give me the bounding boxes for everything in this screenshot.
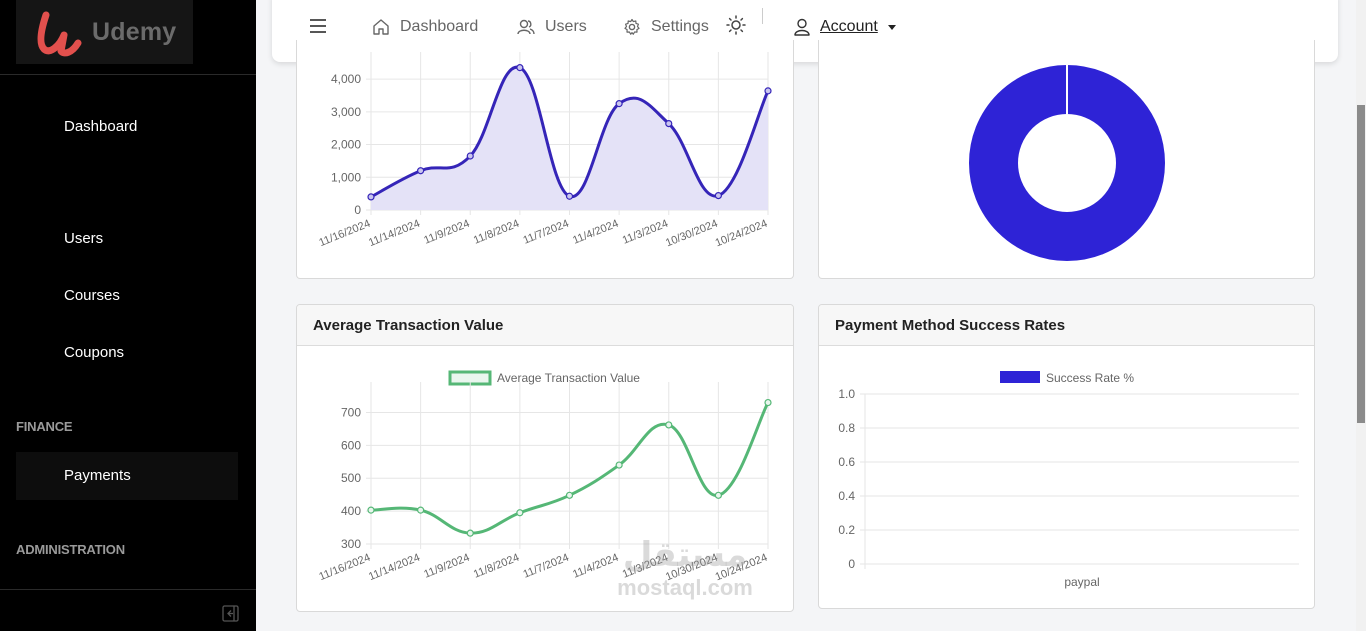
page-scrollbar-thumb[interactable]	[1357, 105, 1365, 423]
data-point	[466, 152, 474, 160]
sidebar-divider-bottom	[0, 589, 256, 590]
data-point	[665, 421, 673, 429]
data-point	[367, 506, 375, 514]
sidebar-item-dashboard[interactable]: Dashboard	[64, 118, 138, 135]
legend-label: Average Transaction Value	[497, 371, 640, 385]
watermark: مستقل mostaql.com	[600, 535, 770, 601]
y-tick-label: 500	[341, 471, 361, 485]
payment-success-chart: Success Rate % 0 0.2 0.4 0.6 0.8 1.0 paypal	[838, 371, 1299, 589]
data-point	[367, 193, 375, 201]
account-label: Account	[820, 18, 878, 35]
topnav-dashboard-label: Dashboard	[400, 18, 479, 35]
x-tick-label: 11/14/2024	[367, 218, 422, 249]
sidebar-section-finance: FINANCE	[16, 419, 73, 434]
sidebar: Udemy Dashboard Users Courses Coupons FI…	[0, 0, 256, 631]
watermark-arabic: مستقل	[622, 536, 748, 574]
x-tick-label: paypal	[1064, 575, 1099, 589]
gear-icon	[624, 18, 640, 35]
y-tick-label: 600	[341, 438, 361, 452]
topnav-divider	[762, 8, 763, 24]
x-tick-label: 11/9/2024	[422, 218, 471, 247]
data-point	[665, 119, 673, 128]
users-icon	[517, 19, 535, 35]
udemy-logo-icon	[37, 11, 82, 57]
y-tick-label: 4,000	[331, 72, 361, 86]
topnav-settings[interactable]: Settings	[623, 16, 709, 38]
y-tick-label: 1.0	[838, 387, 855, 401]
y-tick-label: 2,000	[331, 138, 361, 152]
donut-card	[818, 40, 1315, 279]
legend-swatch	[1000, 371, 1040, 383]
data-point	[466, 529, 474, 537]
data-point	[516, 64, 524, 72]
y-tick-label: 0.8	[838, 421, 855, 435]
brand-logo[interactable]: Udemy	[16, 0, 193, 64]
y-tick-label: 0	[354, 203, 361, 217]
x-tick-label: 11/3/2024	[621, 218, 670, 247]
data-point	[565, 491, 574, 499]
data-point	[516, 509, 524, 517]
data-point	[764, 398, 772, 407]
y-tick-label: 400	[341, 504, 361, 518]
y-tick-label: 0.4	[838, 489, 855, 503]
hamburger-menu-icon[interactable]	[310, 19, 326, 33]
sun-icon[interactable]	[726, 15, 746, 35]
topnav-settings-label: Settings	[651, 18, 709, 35]
transactions-area-card: 0 1,000 2,000 3,000 4,000 11/16/2024 11/14/202…	[296, 40, 794, 279]
sidebar-collapse-icon[interactable]	[222, 605, 239, 622]
donut-chart	[969, 65, 1165, 261]
x-tick-label: 10/24/2024	[714, 218, 770, 250]
y-tick-label: 0.6	[838, 455, 855, 469]
sidebar-item-courses[interactable]: Courses	[64, 287, 120, 304]
data-point	[565, 192, 574, 200]
legend-label: Success Rate %	[1046, 371, 1134, 385]
data-point	[714, 491, 722, 499]
sidebar-item-coupons[interactable]: Coupons	[64, 344, 125, 361]
sidebar-item-users[interactable]: Users	[64, 230, 104, 247]
sidebar-active-highlight	[16, 452, 238, 500]
area-fill	[371, 67, 768, 210]
sidebar-section-administration: ADMINISTRATION	[16, 542, 125, 557]
y-tick-label: 1,000	[331, 170, 361, 184]
topnav-users-label: Users	[545, 18, 587, 35]
data-point	[615, 461, 623, 469]
caret-down-icon	[887, 24, 896, 30]
transactions-area-chart: 0 1,000 2,000 3,000 4,000 11/16/202411/14/202…	[317, 52, 772, 250]
data-point	[417, 167, 425, 175]
data-point	[615, 100, 623, 108]
x-tick-label: 10/30/2024	[664, 218, 720, 250]
topnav-dashboard[interactable]: Dashboard	[372, 16, 478, 38]
x-tick-label: 11/16/2024	[317, 218, 372, 249]
avg-transaction-chart: Average Transaction Value 300 400 500 600 700…	[317, 370, 772, 583]
y-tick-label: 3,000	[331, 105, 361, 119]
avg-transaction-card: Average Transaction Value Average Transa…	[296, 304, 794, 612]
y-tick-label: 700	[341, 405, 361, 419]
user-icon	[794, 18, 810, 36]
x-tick-label: 11/8/2024	[472, 552, 521, 581]
y-tick-label: 0.2	[838, 523, 855, 537]
watermark-text: mostaql.com	[617, 575, 753, 600]
data-point	[714, 192, 722, 200]
data-point	[764, 87, 772, 95]
x-tick-label: 11/7/2024	[522, 218, 571, 247]
topnav-users[interactable]: Users	[517, 16, 587, 38]
x-tick-label: 11/7/2024	[522, 552, 571, 581]
home-icon	[373, 19, 389, 35]
x-tick-label: 11/9/2024	[422, 552, 471, 581]
sidebar-item-payments[interactable]: Payments	[64, 467, 131, 484]
payment-success-title: Payment Method Success Rates	[819, 305, 1314, 346]
brand-name: Udemy	[92, 17, 177, 46]
sidebar-divider	[0, 74, 256, 75]
x-tick-label: 11/8/2024	[472, 218, 521, 247]
account-dropdown[interactable]: Account	[794, 16, 896, 38]
y-tick-label: 0	[848, 557, 855, 571]
x-tick-label: 11/4/2024	[571, 218, 620, 247]
y-tick-label: 300	[341, 537, 361, 551]
x-tick-label: 11/16/2024	[317, 552, 372, 583]
payment-success-card: Payment Method Success Rates Success Rat…	[818, 304, 1315, 609]
data-point	[417, 506, 425, 514]
avg-transaction-title: Average Transaction Value	[297, 305, 793, 346]
x-tick-label: 11/14/2024	[367, 552, 422, 583]
